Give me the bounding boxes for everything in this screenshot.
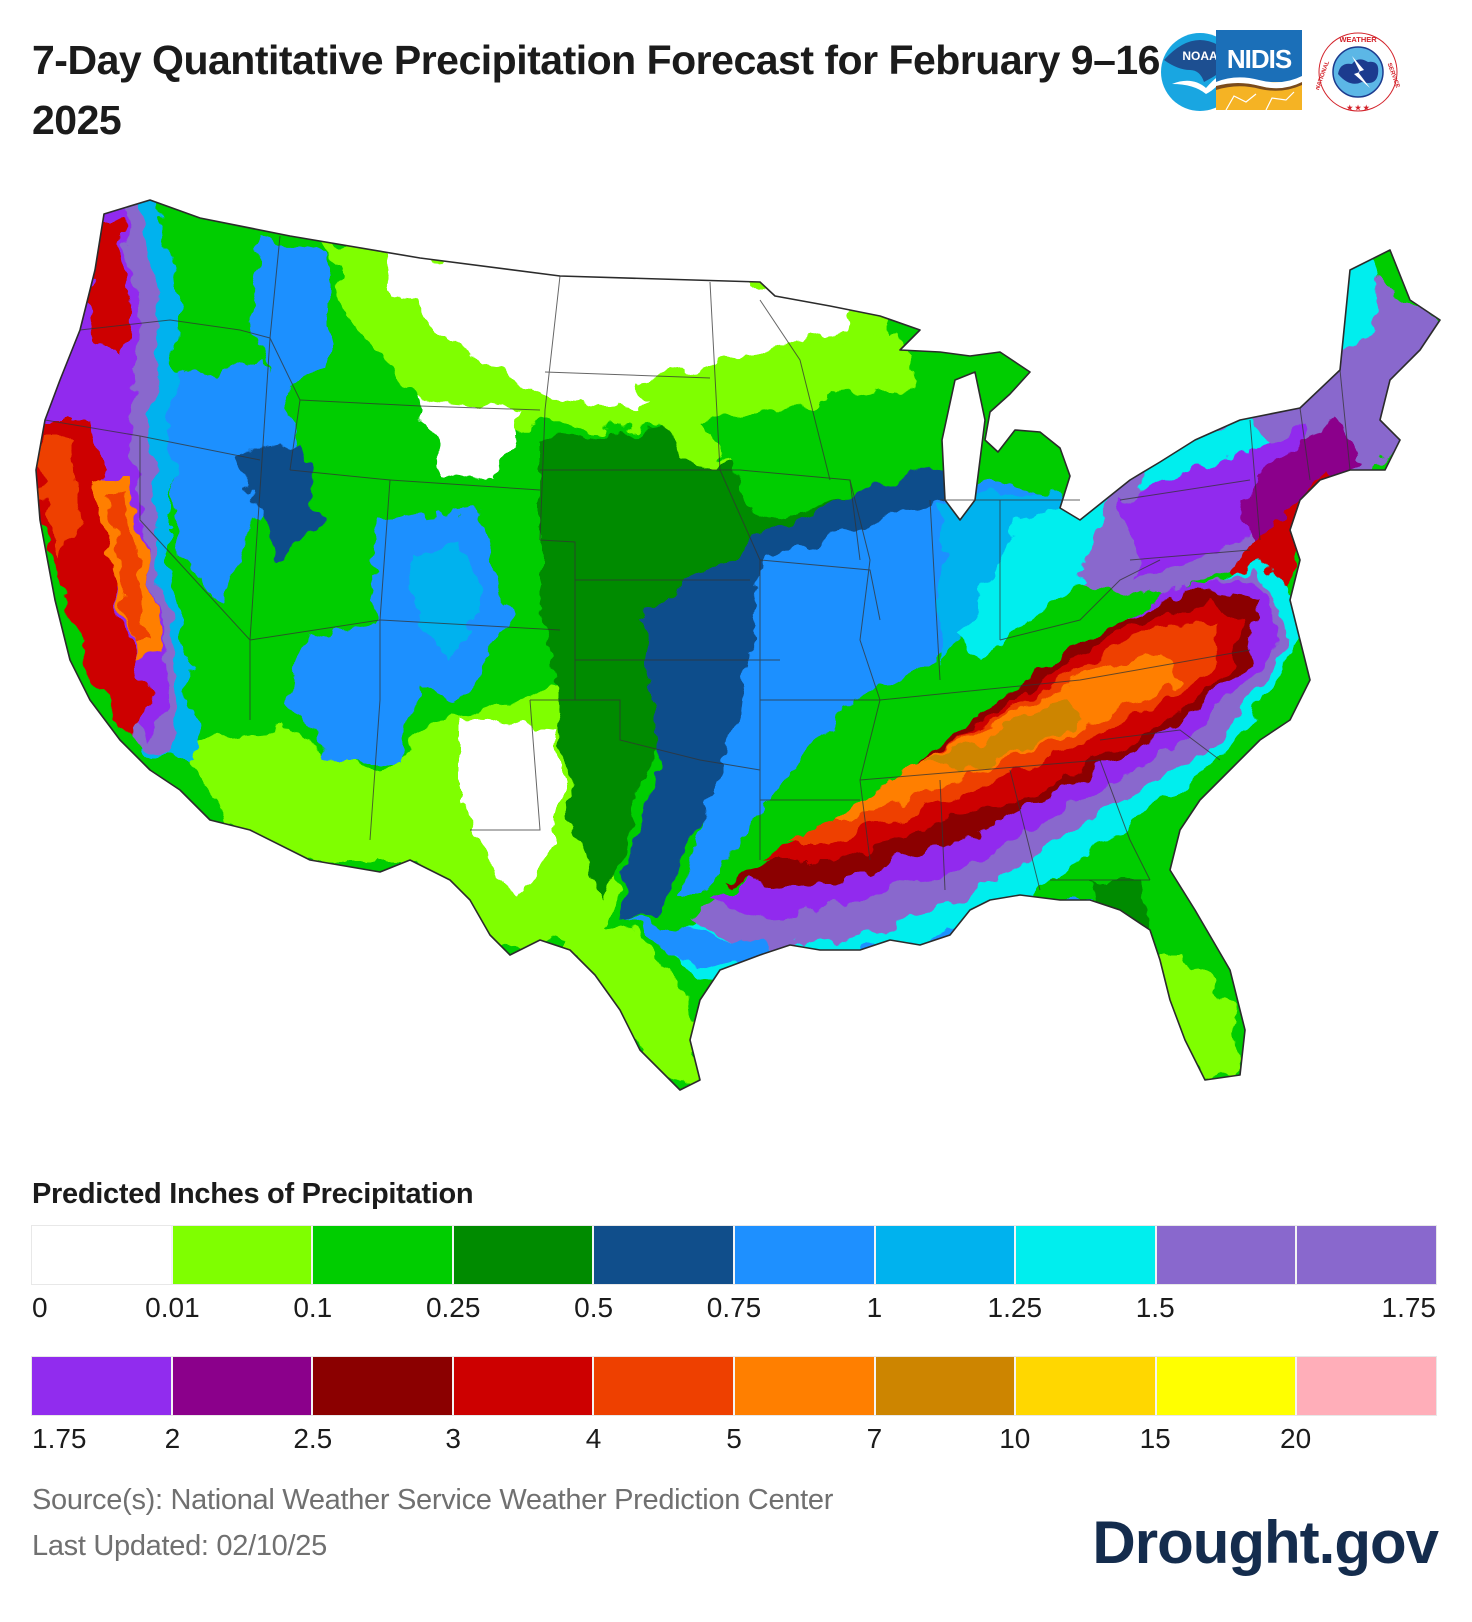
legend-swatch xyxy=(32,1226,173,1284)
legend-tick-label: 4 xyxy=(585,1423,602,1454)
legend-title: Predicted Inches of Precipitation xyxy=(32,1178,474,1210)
legend-tick-label: 0.1 xyxy=(293,1292,333,1323)
legend-swatch xyxy=(1156,1357,1298,1415)
legend-tick-label: 1.75 xyxy=(1381,1292,1437,1323)
legend-tick-label: 1 xyxy=(866,1292,883,1323)
svg-text:★ ★ ★: ★ ★ ★ xyxy=(1347,104,1370,112)
legend-tick-label: 0.01 xyxy=(145,1292,200,1323)
drought-gov-brand[interactable]: Drought.gov xyxy=(1092,1509,1439,1576)
legend-swatch xyxy=(32,1357,173,1415)
legend-swatch xyxy=(313,1357,454,1415)
legend-tick-label: 1.75 xyxy=(32,1423,87,1454)
legend-tick-label: 20 xyxy=(1280,1423,1312,1454)
legend-swatch xyxy=(734,1357,876,1415)
legend-swatch xyxy=(1297,1357,1436,1415)
legend-tick-label: 10 xyxy=(999,1423,1031,1454)
precipitation-map xyxy=(35,199,1441,1091)
svg-text:NOAA: NOAA xyxy=(1182,49,1218,63)
legend-swatch xyxy=(172,1357,314,1415)
agency-logos: NOAA NIDIS WEATHER ★ ★ ★ NATIONAL SERVIC… xyxy=(1161,30,1458,114)
legend-swatch xyxy=(1016,1357,1157,1415)
legend-tick-label: 7 xyxy=(866,1423,883,1454)
legend-tick-label: 2.5 xyxy=(293,1423,333,1454)
legend-swatch xyxy=(875,1226,1017,1284)
legend-swatch xyxy=(875,1357,1017,1415)
legend-swatch xyxy=(594,1357,735,1415)
legend-tick-label: 0.5 xyxy=(574,1292,614,1323)
legend-swatch xyxy=(172,1226,314,1284)
legend-tick-label: 0.25 xyxy=(425,1292,481,1323)
svg-text:NIDIS: NIDIS xyxy=(1227,44,1292,74)
nws-logo: WEATHER ★ ★ ★ NATIONAL SERVICE xyxy=(1316,32,1400,112)
legend-swatch xyxy=(313,1226,454,1284)
legend-swatch xyxy=(1156,1226,1298,1284)
legend-scale-row-2 xyxy=(32,1357,1436,1415)
nidis-logo: NIDIS xyxy=(1216,30,1302,110)
legend-tick-label: 2 xyxy=(164,1423,181,1454)
legend-swatch xyxy=(594,1226,735,1284)
legend-swatch xyxy=(1016,1226,1157,1284)
page-title: 7-Day Quantitative Precipitation Forecas… xyxy=(32,37,1171,143)
legend-tick-label: 1.5 xyxy=(1135,1292,1175,1323)
legend-swatch xyxy=(453,1226,595,1284)
legend-swatch xyxy=(453,1357,595,1415)
source-note: Source(s): National Weather Service Weat… xyxy=(32,1484,834,1516)
legend-scale-row-1 xyxy=(32,1226,1436,1284)
legend-tick-label: 1.25 xyxy=(987,1292,1043,1323)
legend-tick-label: 5 xyxy=(726,1423,742,1454)
legend-tick-label: 0.75 xyxy=(706,1292,762,1323)
svg-text:WEATHER: WEATHER xyxy=(1339,35,1377,44)
legend-swatch xyxy=(734,1226,876,1284)
legend-tick-label: 0 xyxy=(32,1292,48,1323)
legend-tick-label: 15 xyxy=(1139,1423,1171,1454)
last-updated: Last Updated: 02/10/25 xyxy=(32,1530,327,1562)
legend-tick-label: 3 xyxy=(445,1423,461,1454)
legend-swatch xyxy=(1297,1226,1436,1284)
